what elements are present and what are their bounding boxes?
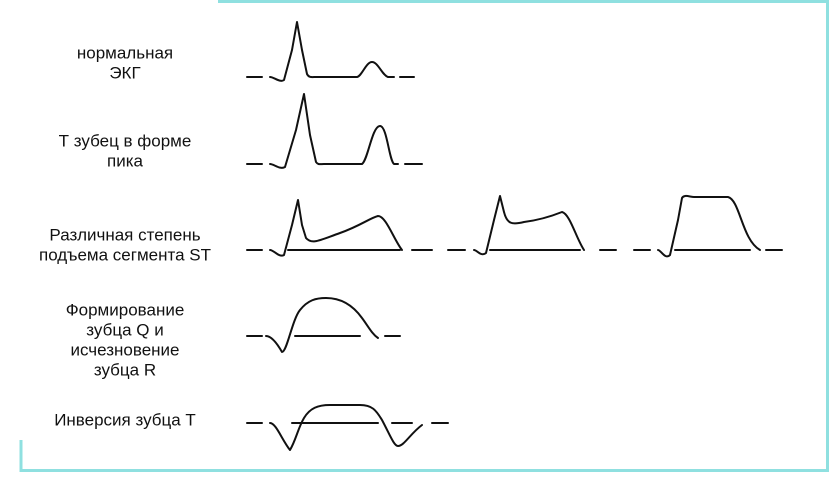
row-label: нормальная: [77, 43, 173, 62]
row-label: зубца Q и: [86, 320, 163, 339]
ecg-normal: [246, 21, 415, 82]
ecg-t-inversion: [246, 404, 449, 451]
ecg-q-wave: [246, 297, 401, 353]
row-label: пика: [107, 151, 144, 170]
frame: [19, 0, 829, 472]
row-label: Т зубец в форме: [59, 131, 192, 150]
ecg-st-elevation-2: [447, 195, 617, 256]
row-label: подъема сегмента ST: [39, 245, 211, 264]
row-label: зубца R: [94, 360, 156, 379]
row-label: Различная степень: [49, 225, 200, 244]
row-label: исчезновение: [70, 340, 179, 359]
row-label: ЭКГ: [109, 63, 140, 82]
ecg-st-elevation-3: [633, 194, 783, 258]
ecg-peaked-t: [246, 93, 423, 169]
row-label: Инверсия зубца Т: [54, 410, 196, 429]
frame-border: [19, 0, 829, 472]
waveforms: [246, 21, 783, 451]
ecg-st-elevation-1: [246, 199, 433, 257]
row-label: Формирование: [66, 300, 185, 319]
